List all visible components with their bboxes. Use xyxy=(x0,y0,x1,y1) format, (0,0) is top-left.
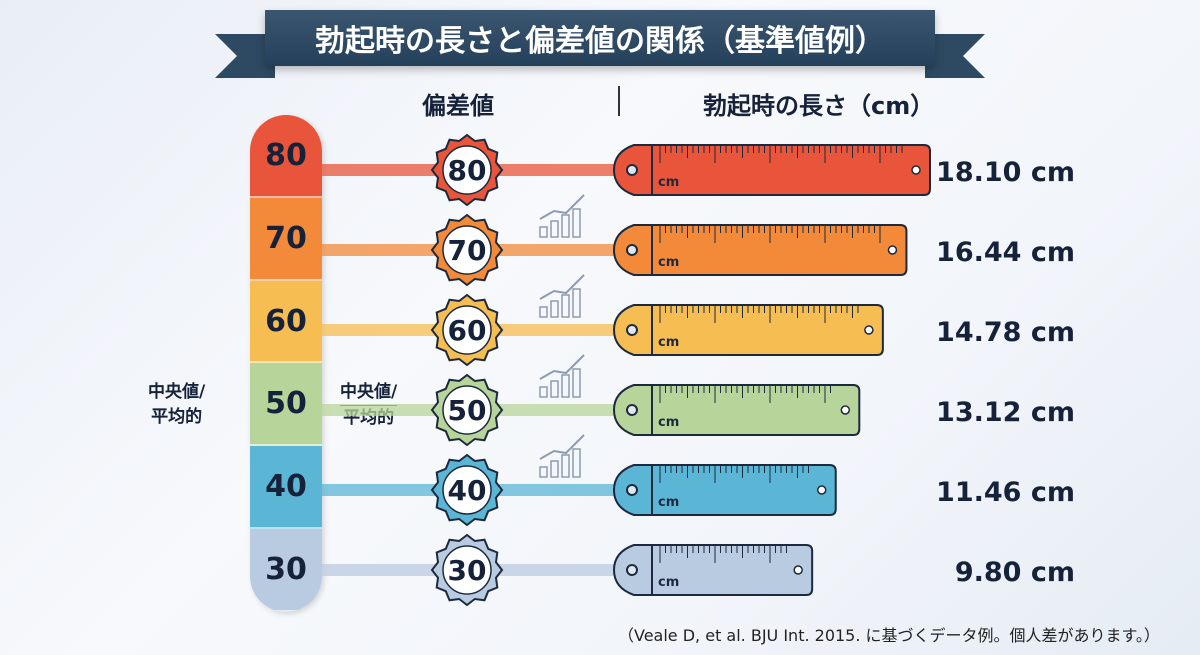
ruler-bar-80 xyxy=(612,144,932,196)
header-divider xyxy=(618,86,620,116)
trend-chart-icon xyxy=(539,386,548,398)
trend-arrow-icon xyxy=(539,194,585,220)
score-header: 偏差値 xyxy=(422,92,494,120)
trend-chart-icon xyxy=(561,374,570,398)
score-badge-face xyxy=(442,225,492,275)
trend-chart-icon xyxy=(572,448,581,478)
scale-segment-80: 80 xyxy=(250,115,322,198)
score-badge-label: 40 xyxy=(448,474,487,507)
score-badge-face xyxy=(442,385,492,435)
ruler-unit: cm xyxy=(658,495,679,510)
score-badge-label: 80 xyxy=(448,154,487,187)
trend-arrow-icon xyxy=(539,274,585,300)
ruler-end-hole xyxy=(887,245,898,255)
footnote: （Veale D, et al. BJU Int. 2015. に基づくデータ例… xyxy=(618,626,1160,645)
ruler-hole xyxy=(626,484,638,496)
trend-chart-icon xyxy=(539,226,548,238)
ruler-unit: cm xyxy=(658,335,679,350)
trend-chart-icon xyxy=(561,214,570,238)
value-label-50: 13.12 cm xyxy=(936,397,1075,428)
ruler-unit: cm xyxy=(658,415,679,430)
trend-chart-icon xyxy=(550,460,559,478)
median-label-line2: 平均的 xyxy=(151,407,203,427)
value-label-80: 18.10 cm xyxy=(936,157,1075,188)
score-badge-label: 30 xyxy=(448,554,487,587)
ruler-bar-30 xyxy=(612,544,814,596)
score-badge-label: 50 xyxy=(448,394,487,427)
ruler-end-hole xyxy=(911,165,921,175)
median-label-line1: 中央値/ xyxy=(340,382,398,402)
trend-chart-icon xyxy=(539,466,548,478)
ruler-unit: cm xyxy=(658,575,679,590)
score-badge-face xyxy=(442,305,492,355)
ruler-hole xyxy=(626,244,638,256)
ruler-hole xyxy=(626,324,638,336)
ruler-unit: cm xyxy=(658,175,679,190)
trend-chart-icon xyxy=(539,306,548,318)
ruler-end-hole xyxy=(864,325,874,335)
score-badge-face xyxy=(442,465,492,515)
ruler-hole xyxy=(626,164,638,176)
score-scale: 80 70 60 50 40 30 xyxy=(250,115,322,612)
score-badge-label: 60 xyxy=(448,314,487,347)
scale-segment-70: 70 xyxy=(250,197,322,281)
scale-segment-60: 60 xyxy=(250,280,322,364)
ruler-end-hole xyxy=(793,565,803,575)
page-title: 勃起時の長さと偏差値の関係（基準値例） xyxy=(265,10,935,66)
value-label-30: 9.80 cm xyxy=(955,557,1075,588)
ruler-unit: cm xyxy=(658,255,679,270)
ruler-hole xyxy=(626,564,638,576)
trend-arrow-icon xyxy=(539,434,585,460)
value-label-70: 16.44 cm xyxy=(936,237,1075,268)
trend-chart-icon xyxy=(572,288,581,318)
value-label-60: 14.78 cm xyxy=(936,317,1075,348)
trend-chart-icon xyxy=(572,368,581,398)
ruler-hole xyxy=(626,404,638,416)
trend-chart-icon xyxy=(561,454,570,478)
trend-chart-icon xyxy=(550,380,559,398)
trend-chart-icon xyxy=(550,220,559,238)
trend-chart-icon xyxy=(550,300,559,318)
score-badge-face xyxy=(442,145,492,195)
ruler-end-hole xyxy=(840,405,851,415)
median-label-line1: 中央値/ xyxy=(148,382,206,402)
scale-segment-30: 30 xyxy=(250,529,322,612)
length-header: 勃起時の長さ（cm） xyxy=(703,92,935,120)
ruler-bar-40 xyxy=(612,464,837,516)
value-label-40: 11.46 cm xyxy=(936,477,1075,508)
score-badge-label: 70 xyxy=(448,234,487,267)
trend-chart-icon xyxy=(572,208,581,238)
median-label-left: 中央値/ 平均的 xyxy=(148,380,205,430)
score-badge-face xyxy=(442,545,492,595)
trend-arrow-icon xyxy=(539,354,585,380)
ruler-end-hole xyxy=(816,485,827,495)
ruler-bar-60 xyxy=(612,304,884,356)
scale-segment-50: 50 xyxy=(250,363,322,447)
trend-chart-icon xyxy=(561,294,570,318)
scale-segment-40: 40 xyxy=(250,446,322,530)
